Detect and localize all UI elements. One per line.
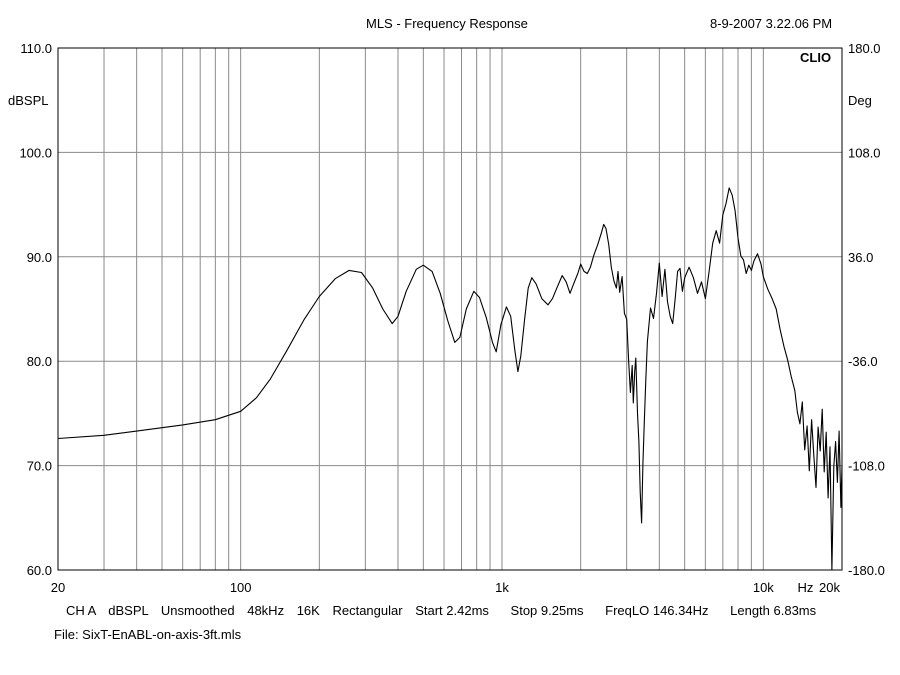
y-tick-label: 90.0 — [27, 250, 52, 265]
y2-tick-label: 180.0 — [848, 41, 881, 56]
y-tick-label: 70.0 — [27, 459, 52, 474]
y-tick-label: 60.0 — [27, 563, 52, 578]
clio-logo: CLIO — [800, 50, 832, 65]
setting-window: Rectangular — [332, 603, 403, 618]
setting-stop: Stop 9.25ms — [510, 603, 584, 618]
x-tick-label: 1k — [495, 580, 509, 595]
file-name: File: SixT-EnABL-on-axis-3ft.mls — [54, 627, 242, 642]
setting-sample-rate: 48kHz — [247, 603, 285, 618]
grid-lines — [58, 48, 842, 570]
y-tick-label: 80.0 — [27, 354, 52, 369]
y-tick-label: 100.0 — [19, 145, 52, 160]
chart-title: MLS - Frequency Response — [366, 16, 528, 31]
series-lines — [57, 187, 843, 571]
y2-tick-label: 36.0 — [848, 250, 873, 265]
x-tick-label: 10k — [753, 580, 774, 595]
setting-length: Length 6.83ms — [730, 603, 817, 618]
y2-tick-label: -108.0 — [848, 459, 885, 474]
x-tick-label: 100 — [230, 580, 252, 595]
y2-axis-label: Deg — [848, 93, 872, 108]
x-tick-label: 20k — [819, 580, 840, 595]
y2-tick-label: -36.0 — [848, 354, 878, 369]
y2-tick-label: 108.0 — [848, 145, 881, 160]
timestamp: 8-9-2007 3.22.06 PM — [710, 16, 833, 31]
setting-smoothing: Unsmoothed — [160, 603, 235, 618]
measurement-settings: CH A dBSPL Unsmoothed 48kHz 16K Rectangu… — [66, 603, 816, 618]
setting-channel: CH A — [66, 603, 96, 618]
y-axis-label: dBSPL — [8, 93, 49, 108]
setting-freqlo: FreqLO 146.34Hz — [605, 603, 709, 618]
setting-unit: dBSPL — [108, 603, 149, 618]
x-tick-label: 20 — [51, 580, 65, 595]
axis-tick-labels: 60.0 70.0 80.0 90.0 100.0 110.0 -180.0 -108.0 -3… — [19, 41, 884, 595]
setting-size: 16K — [296, 603, 320, 618]
setting-start: Start 2.42ms — [415, 603, 489, 618]
x-unit-label: Hz — [798, 580, 814, 595]
y-tick-label: 110.0 — [20, 41, 52, 56]
series-line — [57, 187, 843, 571]
y2-tick-label: -180.0 — [848, 563, 885, 578]
plot-frame — [57, 47, 843, 571]
